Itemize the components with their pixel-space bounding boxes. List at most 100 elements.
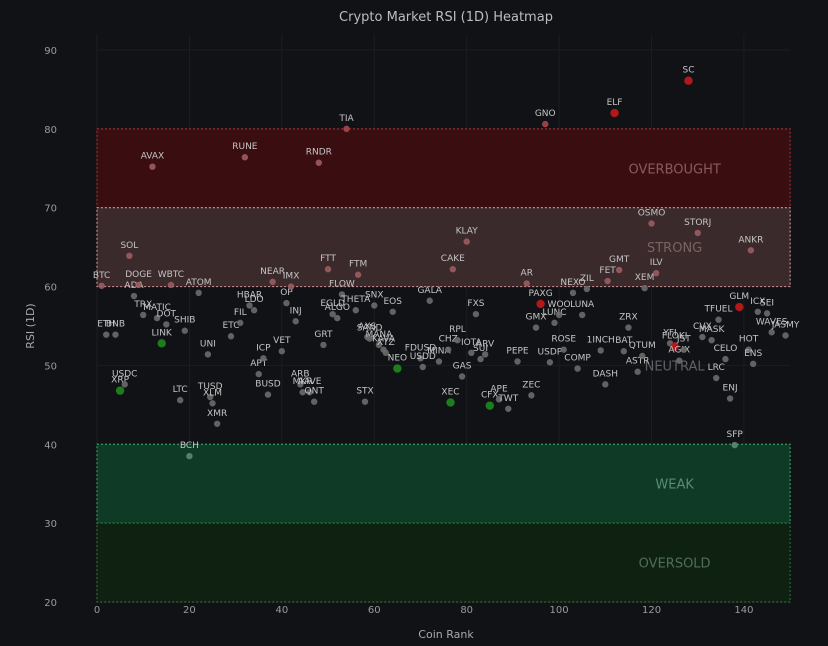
data-point-icp[interactable]: ICP — [256, 343, 271, 362]
point-marker[interactable] — [426, 297, 433, 304]
point-marker[interactable] — [463, 238, 470, 245]
point-marker[interactable] — [181, 327, 188, 334]
point-marker[interactable] — [458, 373, 466, 380]
data-point-klay[interactable]: KLAY — [456, 227, 479, 245]
data-point-sui[interactable]: SUI — [473, 344, 488, 363]
point-marker[interactable] — [364, 333, 371, 341]
data-point-xem[interactable]: XEM — [635, 273, 655, 292]
data-point-zec[interactable]: ZEC — [522, 380, 540, 399]
data-point-ftm[interactable]: FTM — [349, 260, 367, 278]
data-point-ltc[interactable]: LTC — [173, 385, 188, 404]
point-marker[interactable] — [361, 398, 369, 405]
data-point-algo[interactable]: ALGO — [325, 303, 350, 322]
point-marker[interactable] — [625, 324, 632, 331]
point-marker[interactable] — [713, 374, 720, 382]
point-marker[interactable] — [334, 314, 341, 322]
data-point-imx[interactable]: IMX — [283, 272, 300, 290]
point-marker[interactable] — [343, 125, 350, 133]
point-marker[interactable] — [747, 247, 755, 254]
point-marker[interactable] — [371, 302, 378, 309]
point-marker[interactable] — [604, 277, 611, 285]
point-marker[interactable] — [735, 302, 744, 312]
point-marker[interactable] — [444, 346, 452, 353]
data-point-ilv[interactable]: ILV — [650, 258, 664, 277]
data-point-zrx[interactable]: ZRX — [619, 313, 638, 331]
data-point-trx[interactable]: TRX — [133, 300, 152, 319]
data-point-stx[interactable]: STX — [356, 387, 374, 405]
data-point-elf[interactable]: ELF — [607, 98, 623, 118]
data-point-dash[interactable]: DASH — [593, 369, 618, 388]
point-marker[interactable] — [634, 368, 641, 375]
data-point-jasmy[interactable]: JASMY — [771, 320, 800, 339]
point-marker[interactable] — [130, 292, 138, 300]
data-point-tfuel[interactable]: TFUEL — [704, 305, 733, 323]
data-point-wbtc[interactable]: WBTC — [158, 270, 184, 289]
point-marker[interactable] — [135, 281, 142, 289]
data-point-axs[interactable]: AXS — [358, 322, 377, 341]
data-point-apt[interactable]: APT — [250, 359, 268, 378]
point-marker[interactable] — [204, 351, 212, 358]
data-point-mask[interactable]: MASK — [699, 325, 726, 344]
point-marker[interactable] — [546, 359, 554, 366]
data-point-agix[interactable]: AGIX — [668, 346, 690, 364]
point-marker[interactable] — [583, 285, 591, 293]
point-marker[interactable] — [514, 358, 521, 365]
data-point-neo[interactable]: NEO — [388, 354, 408, 373]
data-point-astr[interactable]: ASTR — [626, 357, 650, 375]
point-marker[interactable] — [676, 357, 683, 364]
point-marker[interactable] — [477, 355, 484, 363]
data-point-comp[interactable]: COMP — [564, 354, 591, 372]
point-marker[interactable] — [299, 389, 306, 396]
data-point-xlm[interactable]: XLM — [203, 388, 222, 407]
data-point-mkr[interactable]: MKR — [293, 377, 313, 396]
data-point-tia[interactable]: TIA — [338, 114, 355, 133]
data-point-rpl[interactable]: RPL — [449, 325, 466, 344]
data-point-jst[interactable]: JST — [676, 335, 691, 353]
point-marker[interactable] — [269, 278, 276, 286]
data-point-xec[interactable]: XEC — [441, 387, 460, 407]
point-marker[interactable] — [195, 289, 202, 297]
data-point-shib[interactable]: SHIB — [174, 316, 195, 334]
data-point-btc[interactable]: BTC — [93, 271, 110, 289]
point-marker[interactable] — [615, 266, 623, 274]
point-marker[interactable] — [551, 319, 558, 327]
point-marker[interactable] — [310, 398, 318, 405]
point-marker[interactable] — [103, 331, 110, 338]
data-point-lunc[interactable]: LUNC — [542, 308, 567, 327]
point-marker[interactable] — [393, 364, 402, 373]
point-marker[interactable] — [454, 336, 461, 344]
data-point-gala[interactable]: GALA — [417, 286, 443, 304]
point-marker[interactable] — [126, 252, 133, 260]
point-marker[interactable] — [209, 400, 216, 407]
point-marker[interactable] — [532, 324, 540, 331]
point-marker[interactable] — [574, 365, 581, 372]
point-marker[interactable] — [157, 339, 166, 348]
data-point-fil[interactable]: FIL — [234, 308, 247, 327]
data-point-cvx[interactable]: CVX — [693, 322, 712, 341]
point-marker[interactable] — [602, 381, 609, 388]
data-point-rose[interactable]: ROSE — [551, 335, 576, 353]
data-point-gmt[interactable]: GMT — [609, 255, 630, 274]
data-point-ape[interactable]: APE — [490, 384, 508, 403]
point-marker[interactable] — [641, 284, 648, 292]
point-marker[interactable] — [287, 283, 295, 290]
point-marker[interactable] — [207, 393, 214, 401]
data-point-floki[interactable]: FLOKI — [662, 331, 688, 351]
point-marker[interactable] — [699, 333, 706, 341]
point-marker[interactable] — [389, 308, 396, 315]
data-point-flow[interactable]: FLOW — [329, 279, 355, 298]
point-marker[interactable] — [153, 314, 161, 322]
point-marker[interactable] — [731, 441, 738, 449]
data-point-enj[interactable]: ENJ — [723, 384, 738, 402]
data-point-aave[interactable]: AAVE — [298, 377, 322, 396]
point-marker[interactable] — [338, 291, 346, 298]
point-marker[interactable] — [763, 310, 771, 317]
data-point-uni[interactable]: UNI — [200, 339, 216, 358]
data-point-rune[interactable]: RUNE — [232, 142, 258, 161]
data-point-iota[interactable]: IOTA — [461, 338, 483, 357]
point-marker[interactable] — [260, 355, 267, 362]
data-point-xtz[interactable]: XTZ — [377, 338, 395, 357]
data-point-dot[interactable]: DOT — [157, 309, 177, 328]
data-point-fdusd[interactable]: FDUSD — [405, 343, 436, 362]
data-point-woo[interactable]: WOO — [548, 300, 571, 319]
